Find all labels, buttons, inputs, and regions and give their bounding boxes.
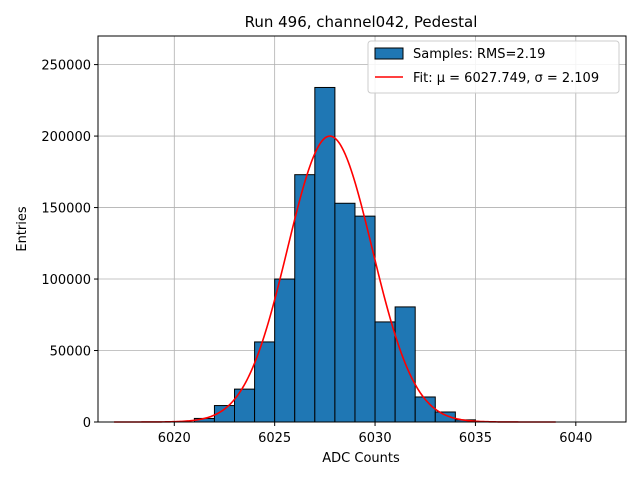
y-tick-label-2: 100000 <box>41 273 91 288</box>
y-tick-label-3: 150000 <box>41 202 91 217</box>
y-tick-label-4: 200000 <box>41 130 91 145</box>
histogram-bar-6030 <box>374 321 396 423</box>
histogram-bars <box>193 86 476 423</box>
x-tick-label-1: 6025 <box>258 431 291 446</box>
x-tick-label-0: 6020 <box>158 431 191 446</box>
histogram-bar-6028 <box>334 202 356 423</box>
legend-label-fit: Fit: μ = 6027.749, σ = 2.109 <box>413 71 599 86</box>
y-tick-label-0: 0 <box>83 416 91 431</box>
x-tick-label-3: 6035 <box>459 431 492 446</box>
chart-title: Run 496, channel042, Pedestal <box>245 13 478 31</box>
x-axis-ticks: 6020 6025 6030 6035 6040 <box>158 422 592 446</box>
y-tick-label-1: 50000 <box>50 345 91 360</box>
plot-frame <box>97 35 627 423</box>
legend-box <box>367 40 620 94</box>
x-tick-label-2: 6030 <box>359 431 392 446</box>
y-axis-ticks: 0 50000 100000 150000 200000 250000 <box>41 59 98 431</box>
legend-label-samples: Samples: RMS=2.19 <box>413 47 545 62</box>
x-tick-label-4: 6040 <box>559 431 592 446</box>
legend: Samples: RMS=2.19 Fit: μ = 6027.749, σ =… <box>367 40 620 94</box>
x-axis-label: ADC Counts <box>322 451 400 466</box>
histogram-bar-6025 <box>274 278 296 423</box>
y-tick-label-5: 250000 <box>41 59 91 74</box>
histogram-bar-6023 <box>234 388 256 423</box>
y-axis-label: Entries <box>15 206 30 252</box>
histogram-bar-6026 <box>294 174 316 423</box>
legend-swatch-samples <box>374 47 404 60</box>
histogram-bar-6032 <box>414 396 436 423</box>
